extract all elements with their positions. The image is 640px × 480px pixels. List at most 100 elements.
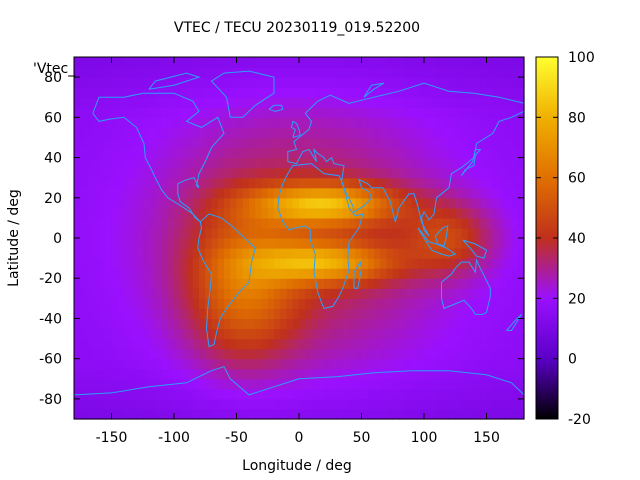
heatmap-cell xyxy=(136,137,144,149)
heatmap-cell xyxy=(217,338,225,350)
heatmap-cell xyxy=(317,117,325,128)
heatmap-cell xyxy=(261,248,269,259)
heatmap-cell xyxy=(455,358,463,370)
heatmap-cell xyxy=(517,147,525,159)
heatmap-cell xyxy=(417,318,425,330)
heatmap-cell xyxy=(86,378,94,390)
heatmap-cell xyxy=(386,318,394,330)
heatmap-cell xyxy=(386,187,394,199)
heatmap-cell xyxy=(99,238,106,249)
heatmap-cell xyxy=(217,77,225,88)
heatmap-cell xyxy=(449,57,456,68)
heatmap-cell xyxy=(399,298,406,309)
heatmap-cell xyxy=(455,268,463,279)
heatmap-cell xyxy=(367,87,375,98)
heatmap-cell xyxy=(342,318,350,330)
heatmap-cell xyxy=(124,248,131,259)
heatmap-cell xyxy=(367,408,375,420)
heatmap-cell xyxy=(505,77,513,88)
heatmap-cell xyxy=(80,87,88,98)
heatmap-cell xyxy=(205,227,213,239)
heatmap-cell xyxy=(186,157,194,169)
heatmap-cell xyxy=(86,268,94,279)
x-axis: -150 -100 -50 0 50 100 150 xyxy=(96,57,500,446)
heatmap-cell xyxy=(242,147,250,159)
heatmap-cell xyxy=(355,137,363,149)
heatmap-cell xyxy=(105,298,113,309)
heatmap-cell xyxy=(267,217,275,229)
heatmap-cell xyxy=(399,177,406,189)
heatmap-cell xyxy=(142,127,150,139)
heatmap-cell xyxy=(211,318,219,330)
heatmap-cell xyxy=(374,378,381,390)
heatmap-cell xyxy=(455,147,463,159)
heatmap-cell xyxy=(111,67,119,78)
heatmap-cell xyxy=(355,167,363,179)
heatmap-cell xyxy=(517,137,525,149)
heatmap-cell xyxy=(305,117,313,128)
heatmap-cell xyxy=(92,408,100,420)
heatmap-cell xyxy=(467,388,475,400)
heatmap-cell xyxy=(361,238,369,249)
heatmap-cell xyxy=(342,117,350,128)
heatmap-cell xyxy=(486,157,494,169)
heatmap-cell xyxy=(136,288,144,299)
heatmap-cell xyxy=(167,398,175,410)
heatmap-cell xyxy=(274,318,281,330)
heatmap-cell xyxy=(136,248,144,259)
heatmap-cell xyxy=(480,67,488,78)
heatmap-cell xyxy=(105,107,113,118)
heatmap-cell xyxy=(380,167,388,179)
heatmap-cell xyxy=(174,177,181,189)
heatmap-cell xyxy=(292,187,300,199)
heatmap-cell xyxy=(142,328,150,340)
heatmap-cell xyxy=(349,388,356,400)
heatmap-cell xyxy=(436,318,444,330)
heatmap-cell xyxy=(167,328,175,340)
heatmap-cell xyxy=(361,117,369,128)
heatmap-cell xyxy=(149,127,156,139)
heatmap-cell xyxy=(355,308,363,320)
heatmap-cell xyxy=(499,167,506,179)
heatmap-cell xyxy=(167,57,175,68)
heatmap-cell xyxy=(392,157,400,169)
heatmap-cell xyxy=(124,117,131,128)
heatmap-cell xyxy=(299,57,306,68)
heatmap-cell xyxy=(292,288,300,299)
heatmap-cell xyxy=(174,137,181,149)
heatmap-cell xyxy=(411,217,419,229)
heatmap-cell xyxy=(430,368,438,380)
heatmap-cell xyxy=(130,127,138,139)
heatmap-cell xyxy=(155,278,163,289)
heatmap-cell xyxy=(236,398,244,410)
heatmap-cell xyxy=(161,278,169,289)
heatmap-cell xyxy=(499,298,506,309)
heatmap-cell xyxy=(274,288,281,299)
heatmap-cell xyxy=(492,137,500,149)
heatmap-cell xyxy=(467,348,475,360)
heatmap-cell xyxy=(161,117,169,128)
heatmap-cell xyxy=(361,288,369,299)
heatmap-cell xyxy=(367,187,375,199)
heatmap-cell xyxy=(267,167,275,179)
heatmap-cell xyxy=(517,358,525,370)
heatmap-cell xyxy=(224,177,231,189)
heatmap-cell xyxy=(442,137,450,149)
heatmap-cell xyxy=(399,77,406,88)
heatmap-cell xyxy=(92,117,100,128)
heatmap-cell xyxy=(124,227,131,239)
heatmap-cell xyxy=(374,67,381,78)
heatmap-cell xyxy=(167,358,175,370)
heatmap-cell xyxy=(361,207,369,219)
y-tick-label: 80 xyxy=(44,70,62,86)
heatmap-cell xyxy=(186,318,194,330)
heatmap-cell xyxy=(374,258,381,269)
heatmap-cell xyxy=(186,268,194,279)
heatmap-cell xyxy=(449,388,456,400)
heatmap-cell xyxy=(311,358,319,370)
heatmap-cell xyxy=(361,87,369,98)
heatmap-cell xyxy=(230,308,238,320)
heatmap-cell xyxy=(517,177,525,189)
heatmap-cell xyxy=(486,167,494,179)
heatmap-cell xyxy=(111,348,119,360)
